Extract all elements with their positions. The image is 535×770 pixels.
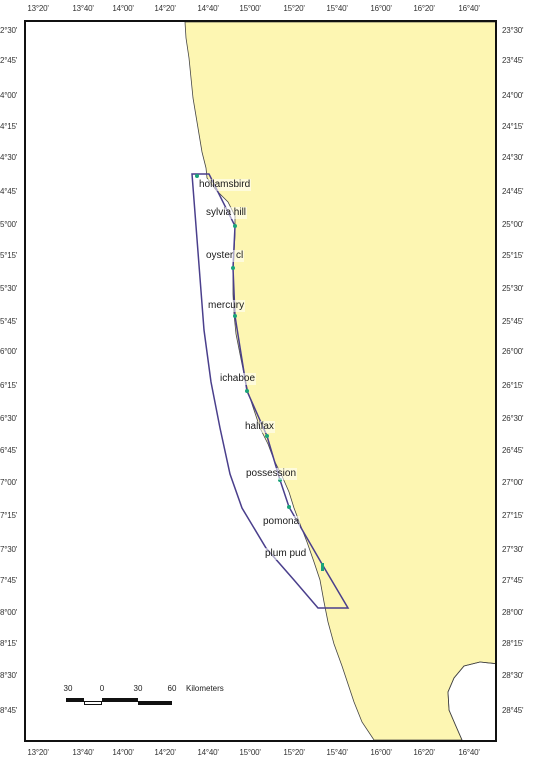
scale-segment <box>84 701 102 705</box>
scale-segment <box>102 698 138 702</box>
longitude-label: 14°20' <box>154 748 176 757</box>
site-marker <box>231 266 235 270</box>
longitude-label: 14°00' <box>112 4 134 13</box>
latitude-label: 6°45' <box>0 446 18 455</box>
site-label-pomona: pomona <box>262 516 301 528</box>
site-label-ichaboe: ichaboe <box>219 373 257 385</box>
site-label-sylvia-hill: sylvia hill <box>205 207 248 219</box>
longitude-label: 15°20' <box>283 748 305 757</box>
latitude-label: 8°45' <box>0 706 18 715</box>
scale-segment <box>66 698 84 702</box>
map-canvas <box>184 22 495 740</box>
latitude-label: 5°00' <box>0 220 18 229</box>
latitude-label: 24°15' <box>502 122 524 131</box>
latitude-label: 7°45' <box>0 576 18 585</box>
site-marker <box>265 434 269 438</box>
scale-tick-label: 60 <box>167 684 177 693</box>
latitude-label: 7°30' <box>0 545 18 554</box>
longitude-label: 15°00' <box>239 748 261 757</box>
scale-bar: 30 0 30 60 Kilometers <box>63 684 286 714</box>
latitude-label: 26°45' <box>502 446 524 455</box>
scale-units-label: Kilometers <box>186 684 224 693</box>
scale-tick-label: 30 <box>133 684 143 693</box>
longitude-label: 16°00' <box>370 748 392 757</box>
site-label-halifax: halifax <box>244 421 275 433</box>
latitude-label: 7°00' <box>0 478 18 487</box>
latitude-label: 26°15' <box>502 381 524 390</box>
site-marker <box>195 174 199 178</box>
latitude-label: 8°15' <box>0 639 18 648</box>
scale-tick-label: 0 <box>99 684 105 693</box>
longitude-label: 16°20' <box>413 4 435 13</box>
latitude-label: 23°45' <box>502 56 524 65</box>
site-label-plum-pud: plum pud <box>264 548 308 560</box>
latitude-label: 25°00' <box>502 220 524 229</box>
latitude-label: 25°30' <box>502 284 524 293</box>
map-frame <box>24 20 497 742</box>
site-markers <box>195 174 324 571</box>
longitude-label: 15°40' <box>326 748 348 757</box>
latitude-label: 28°30' <box>502 671 524 680</box>
latitude-label: 5°15' <box>0 251 18 260</box>
longitude-label: 16°40' <box>458 4 480 13</box>
site-marker <box>287 505 291 509</box>
latitude-label: 4°30' <box>0 153 18 162</box>
site-label-oyster-cl: oyster cl <box>205 250 245 262</box>
latitude-label: 28°15' <box>502 639 524 648</box>
longitude-label: 13°40' <box>72 4 94 13</box>
longitude-label: 16°00' <box>370 4 392 13</box>
latitude-label: 23°30' <box>502 26 524 35</box>
latitude-label: 24°30' <box>502 153 524 162</box>
latitude-label: 24°45' <box>502 187 524 196</box>
longitude-label: 14°40' <box>197 748 219 757</box>
latitude-label: 6°30' <box>0 414 18 423</box>
latitude-label: 25°15' <box>502 251 524 260</box>
latitude-label: 4°45' <box>0 187 18 196</box>
site-marker <box>233 224 237 228</box>
latitude-label: 27°45' <box>502 576 524 585</box>
longitude-label: 16°40' <box>458 748 480 757</box>
scale-segment <box>138 701 172 705</box>
latitude-label: 27°30' <box>502 545 524 554</box>
site-marker <box>321 563 324 571</box>
site-label-hollamsbird: hollamsbird <box>198 179 252 191</box>
latitude-label: 26°30' <box>502 414 524 423</box>
scale-tick-label: 30 <box>63 684 73 693</box>
longitude-label: 13°20' <box>27 4 49 13</box>
longitude-label: 16°20' <box>413 748 435 757</box>
site-label-possession: possession <box>245 468 298 480</box>
longitude-label: 14°40' <box>197 4 219 13</box>
longitude-label: 13°40' <box>72 748 94 757</box>
latitude-label: 6°15' <box>0 381 18 390</box>
latitude-label: 5°30' <box>0 284 18 293</box>
latitude-label: 2°45' <box>0 56 18 65</box>
latitude-label: 8°30' <box>0 671 18 680</box>
site-marker <box>245 389 249 393</box>
study-area-outline <box>191 173 350 609</box>
site-label-mercury: mercury <box>207 300 246 312</box>
latitude-label: 2°30' <box>0 26 18 35</box>
latitude-label: 27°00' <box>502 478 524 487</box>
latitude-label: 24°00' <box>502 91 524 100</box>
latitude-label: 8°00' <box>0 608 18 617</box>
latitude-label: 6°00' <box>0 347 18 356</box>
latitude-label: 26°00' <box>502 347 524 356</box>
southern-land-outline <box>447 661 495 740</box>
longitude-label: 15°40' <box>326 4 348 13</box>
latitude-label: 28°45' <box>502 706 524 715</box>
longitude-label: 15°20' <box>283 4 305 13</box>
longitude-label: 13°20' <box>27 748 49 757</box>
site-marker <box>233 314 237 318</box>
latitude-label: 28°00' <box>502 608 524 617</box>
longitude-label: 15°00' <box>239 4 261 13</box>
longitude-label: 14°00' <box>112 748 134 757</box>
latitude-label: 4°00' <box>0 91 18 100</box>
latitude-label: 7°15' <box>0 511 18 520</box>
latitude-label: 25°45' <box>502 317 524 326</box>
longitude-label: 14°20' <box>154 4 176 13</box>
latitude-label: 5°45' <box>0 317 18 326</box>
latitude-label: 27°15' <box>502 511 524 520</box>
latitude-label: 4°15' <box>0 122 18 131</box>
